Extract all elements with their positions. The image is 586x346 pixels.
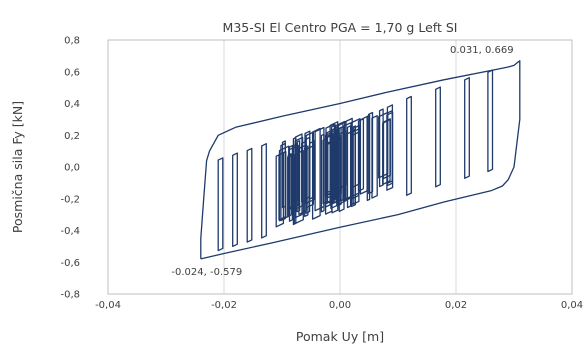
data-label: 0.031, 0.669 [450, 45, 514, 56]
hysteresis-envelope-line [200, 60, 521, 260]
y-tick-label: 0,0 [64, 163, 80, 174]
y-tick-label: -0,2 [60, 194, 80, 205]
hysteresis-cycle [324, 141, 333, 215]
hysteresis-cycle [346, 125, 352, 209]
hysteresis-cycle [338, 125, 345, 213]
x-axis-title: Pomak Uy [m] [296, 329, 384, 344]
hysteresis-cycle [378, 108, 384, 188]
x-tick-label: -0,04 [95, 300, 121, 311]
hysteresis-cycle [435, 86, 441, 188]
hysteresis-cycle [293, 149, 304, 225]
y-tick-label: 0,8 [64, 36, 80, 47]
hysteresis-cycle [296, 140, 301, 213]
x-tick-label: 0,02 [445, 300, 467, 311]
hysteresis-cycle [311, 127, 321, 220]
hysteresis-cycle [386, 110, 393, 184]
tick-labels: -0,04 -0,02 0,00 0,02 0,04 0,8 0,6 0,4 0,2 0,0 -0,… [60, 36, 583, 312]
hysteresis-cycle [288, 144, 299, 211]
hysteresis-cycle [326, 141, 332, 203]
chart-title: M35-SI El Centro PGA = 1,70 g Left SI [223, 20, 458, 35]
y-tick-label: 0,6 [64, 67, 80, 78]
hysteresis-cycle [278, 145, 290, 222]
hysteresis-cycle [246, 147, 253, 243]
hysteresis-cycle [359, 115, 368, 195]
x-tick-label: 0,04 [561, 300, 583, 311]
hysteresis-cycle [261, 143, 267, 239]
y-axis-title: Posmična sila Fy [kN] [10, 101, 25, 233]
hysteresis-cycle [232, 152, 238, 248]
hysteresis-cycle [337, 130, 347, 190]
hysteresis-cycle [342, 117, 353, 201]
hysteresis-cycle [335, 120, 346, 204]
hysteresis-cycle [304, 130, 311, 200]
x-tick-label: -0,02 [211, 300, 237, 311]
data-label: -0.024, -0.579 [171, 267, 242, 278]
hysteresis-cycle [281, 140, 286, 209]
hysteresis-cycle [464, 77, 470, 179]
y-tick-label: -0,4 [60, 226, 80, 237]
y-tick-label: 0,4 [64, 99, 80, 110]
hysteresis-cycle [332, 136, 342, 204]
annotation-layer: 0.031, 0.669 -0.024, -0.579 [171, 45, 513, 278]
hysteresis-cycle [217, 157, 224, 252]
x-tick-label: 0,00 [329, 300, 351, 311]
hysteresis-cycle [305, 131, 315, 209]
hysteresis-cycle [487, 69, 494, 173]
hysteresis-cycle [350, 128, 360, 200]
y-tick-label: -0,6 [60, 258, 80, 269]
plot-frame [107, 39, 573, 295]
hysteresis-cycle [336, 127, 342, 207]
hysteresis-cycle [294, 136, 304, 210]
y-tick-label: -0,8 [60, 290, 80, 301]
hysteresis-cycle [406, 95, 412, 196]
hysteresis-cycle [368, 111, 374, 195]
data-layer [200, 60, 521, 260]
hysteresis-cycle [320, 133, 325, 213]
y-tick-label: 0,2 [64, 131, 80, 142]
hysteresis-cycle [350, 128, 356, 206]
hysteresis-cycle [275, 152, 285, 228]
